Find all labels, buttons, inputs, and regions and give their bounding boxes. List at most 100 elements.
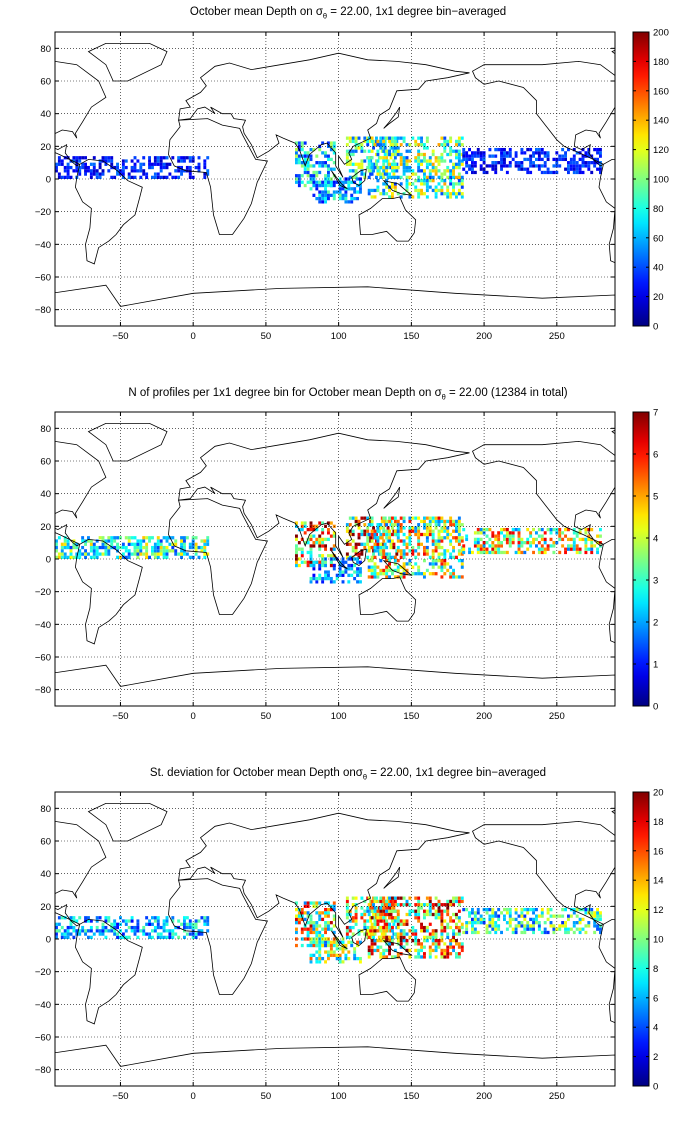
data-cell xyxy=(174,542,178,546)
data-cell xyxy=(159,159,163,163)
data-cell xyxy=(347,557,351,561)
data-cell xyxy=(423,916,426,920)
data-cell xyxy=(473,537,477,542)
data-cell xyxy=(473,917,477,922)
data-cell xyxy=(370,532,374,537)
data-cell xyxy=(455,519,458,524)
data-cell xyxy=(156,549,160,553)
data-cell xyxy=(564,154,567,158)
data-cell xyxy=(520,924,524,928)
data-cell xyxy=(402,939,406,943)
data-cell xyxy=(121,159,125,163)
data-cell xyxy=(312,541,316,545)
data-cell xyxy=(327,164,330,168)
data-cell xyxy=(98,162,102,166)
data-cell xyxy=(465,161,469,165)
data-cell xyxy=(366,516,370,520)
data-cell xyxy=(437,545,441,550)
data-cell xyxy=(405,568,409,573)
data-cell xyxy=(180,539,183,543)
data-cell xyxy=(379,568,383,573)
data-cell xyxy=(425,939,429,943)
data-cell xyxy=(420,572,423,576)
data-cell xyxy=(457,149,461,153)
data-cell xyxy=(300,550,304,555)
data-cell xyxy=(596,924,599,928)
data-cell xyxy=(348,139,352,144)
data-cell xyxy=(546,167,550,171)
data-cell xyxy=(369,929,373,933)
data-cell xyxy=(423,909,426,913)
data-cell xyxy=(500,531,503,535)
data-cell xyxy=(417,175,421,179)
data-cell xyxy=(309,930,313,935)
data-cell xyxy=(537,541,541,545)
data-cell xyxy=(476,537,480,542)
data-cell xyxy=(385,935,389,939)
data-cell xyxy=(452,935,455,939)
data-cell xyxy=(95,919,99,923)
data-cell xyxy=(446,903,450,907)
data-cell xyxy=(367,912,371,917)
data-cell xyxy=(449,136,453,140)
data-cell xyxy=(376,572,380,576)
data-cell xyxy=(139,542,143,546)
data-cell xyxy=(431,552,435,556)
data-cell xyxy=(555,927,559,931)
data-cell xyxy=(446,188,450,193)
data-cell xyxy=(488,527,492,532)
data-cell xyxy=(408,516,412,520)
data-cell xyxy=(599,917,602,922)
data-cell xyxy=(482,541,486,545)
data-cell xyxy=(411,545,415,550)
data-cell xyxy=(572,147,576,152)
data-cell xyxy=(383,932,387,936)
data-cell xyxy=(428,945,432,949)
data-cell xyxy=(345,903,349,907)
data-cell xyxy=(391,572,394,576)
data-cell xyxy=(297,911,301,915)
data-cell xyxy=(303,917,307,922)
data-cell xyxy=(315,183,319,188)
data-cell xyxy=(511,917,515,922)
data-cell xyxy=(75,542,79,546)
data-cell xyxy=(569,167,573,171)
data-cell xyxy=(505,164,509,168)
data-cell xyxy=(145,545,149,550)
data-cell xyxy=(425,195,429,199)
data-cell xyxy=(437,156,441,160)
x-tick-label: 150 xyxy=(403,1091,419,1102)
data-cell xyxy=(385,565,389,569)
data-cell xyxy=(388,559,391,563)
data-cell xyxy=(379,896,383,900)
data-cell xyxy=(494,914,498,918)
data-cell xyxy=(329,580,333,584)
coastlines xyxy=(55,423,615,706)
data-cell xyxy=(360,165,364,170)
data-cell xyxy=(389,906,393,910)
data-cell xyxy=(367,948,371,953)
data-cell xyxy=(136,549,140,553)
data-cell xyxy=(194,925,198,930)
data-cell xyxy=(425,529,429,533)
data-cell xyxy=(488,907,492,912)
data-cell xyxy=(309,524,313,528)
data-cell xyxy=(417,919,421,923)
data-cell xyxy=(148,932,151,936)
data-cell xyxy=(376,912,380,917)
data-cell xyxy=(508,911,512,915)
data-cell xyxy=(431,565,435,569)
data-cell xyxy=(153,156,157,160)
data-cell xyxy=(107,545,111,550)
data-cell xyxy=(561,544,565,548)
data-cell xyxy=(338,193,342,197)
data-cell xyxy=(402,542,406,546)
data-cell xyxy=(388,152,391,157)
data-cell xyxy=(345,909,349,913)
data-cell xyxy=(514,907,518,912)
data-cell xyxy=(356,190,359,194)
data-cell xyxy=(300,930,304,935)
data-cell xyxy=(367,945,371,949)
data-cell xyxy=(350,200,354,204)
heatmap-map: −50 0 50 100 150 200 250−80−60−40−200204060800… xyxy=(35,788,664,1103)
